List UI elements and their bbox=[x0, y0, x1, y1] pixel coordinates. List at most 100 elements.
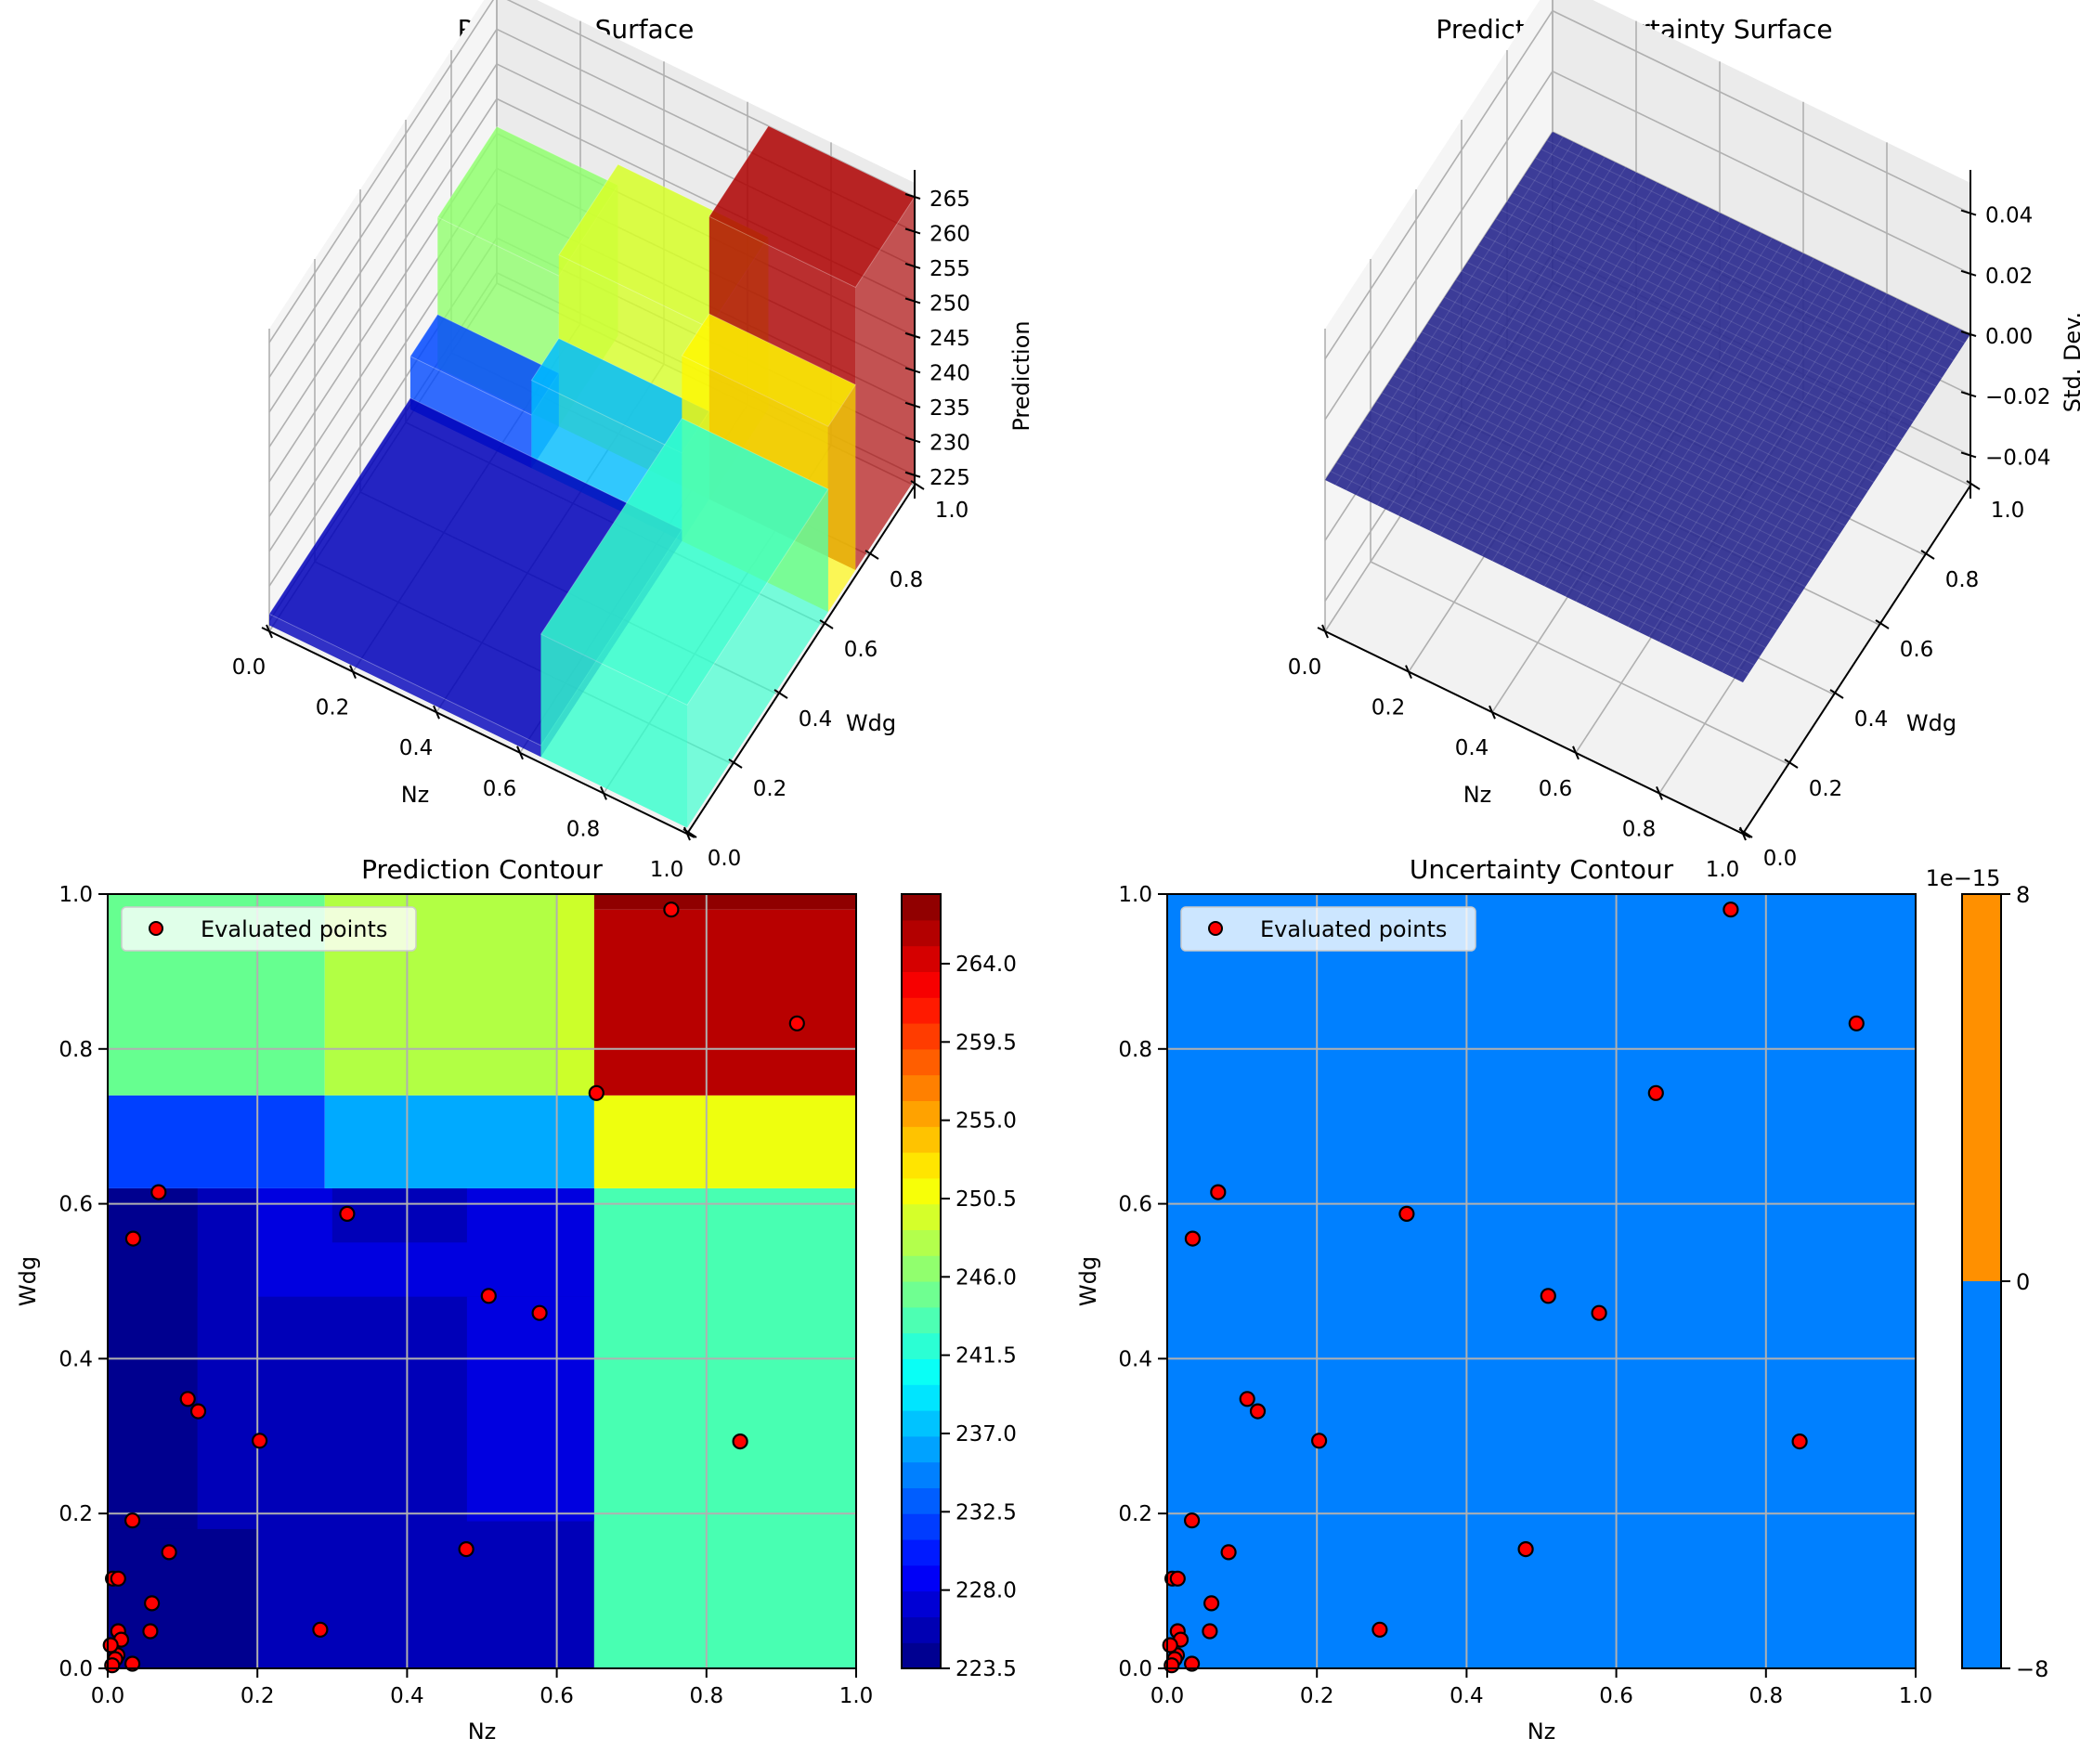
z-tick-label: 235 bbox=[930, 396, 970, 421]
evaluated-point[interactable] bbox=[110, 1570, 126, 1587]
evaluated-point[interactable] bbox=[1202, 1623, 1218, 1640]
prediction-colorbar: 223.5 228.0 232.5 237.0 241.5 246.0 250.5 255.0… bbox=[901, 893, 1017, 1681]
uncertainty-surface-zlabel: Std. Dev. bbox=[2060, 312, 2080, 412]
evaluated-point[interactable] bbox=[480, 1288, 497, 1304]
evaluated-point[interactable] bbox=[588, 1084, 604, 1101]
legend-box bbox=[1180, 906, 1476, 952]
mesh-line bbox=[1513, 222, 1741, 572]
wdg-axis-line bbox=[1742, 485, 1971, 835]
y-tick-label: 0.0 bbox=[58, 1657, 93, 1681]
y-tick-label: 0.6 bbox=[58, 1193, 93, 1217]
mesh-line bbox=[1415, 340, 1835, 544]
evaluated-point[interactable] bbox=[663, 901, 680, 918]
evaluated-point[interactable] bbox=[1848, 1015, 1865, 1031]
z-tick bbox=[904, 401, 921, 409]
evaluated-point[interactable] bbox=[124, 1512, 141, 1529]
evaluated-point[interactable] bbox=[1722, 901, 1739, 918]
nz-axis-line bbox=[261, 627, 696, 838]
evaluated-point[interactable] bbox=[102, 1637, 119, 1654]
evaluated-point[interactable] bbox=[458, 1540, 474, 1558]
prediction-contour-ylabel: Wdg bbox=[15, 1256, 41, 1306]
evaluated-point[interactable] bbox=[1220, 1544, 1237, 1561]
prediction-surface-nz-ticks: 0.0 0.2 0.4 0.6 0.8 1.0 bbox=[232, 624, 691, 882]
mesh-line bbox=[1421, 331, 1840, 536]
evaluated-point[interactable] bbox=[1372, 1621, 1388, 1638]
evaluated-point[interactable] bbox=[1791, 1433, 1808, 1450]
nz-tick-label: 0.0 bbox=[232, 655, 266, 680]
evaluated-point[interactable] bbox=[1540, 1288, 1556, 1304]
grid-line bbox=[268, 97, 498, 447]
mesh-line bbox=[1478, 244, 1897, 448]
uncertainty-surface-plane bbox=[1325, 132, 1970, 682]
z-tick-label: 240 bbox=[930, 361, 970, 385]
evaluated-point[interactable] bbox=[142, 1623, 159, 1640]
evaluated-point[interactable] bbox=[1183, 1655, 1201, 1672]
evaluated-point[interactable] bbox=[144, 1595, 161, 1612]
wdg-tick bbox=[819, 619, 834, 629]
mesh-line bbox=[1700, 313, 1930, 663]
mesh-line bbox=[1330, 471, 1749, 675]
evaluated-point[interactable] bbox=[531, 1304, 548, 1321]
evaluated-point[interactable] bbox=[1210, 1184, 1227, 1200]
mesh-line bbox=[1491, 212, 1721, 562]
nz-tick-label: 1.0 bbox=[650, 858, 684, 882]
contour-region bbox=[108, 1528, 258, 1668]
evaluated-point[interactable] bbox=[1202, 1595, 1220, 1612]
evaluated-point[interactable] bbox=[1162, 1637, 1178, 1654]
mesh-line bbox=[1334, 136, 1564, 486]
evaluated-point[interactable] bbox=[124, 1655, 141, 1672]
evaluated-point[interactable] bbox=[124, 1230, 141, 1247]
surface-front-face bbox=[410, 356, 532, 469]
uncertainty-contour-y-ticks: 0.0 0.2 0.4 0.6 0.8 1.0 bbox=[1118, 883, 1167, 1681]
mesh-line bbox=[1512, 192, 1931, 396]
nz-tick bbox=[1405, 665, 1412, 679]
evaluated-point[interactable] bbox=[161, 1544, 177, 1561]
mesh-line bbox=[1347, 445, 1766, 648]
wdg-tick-label: 0.8 bbox=[1945, 568, 1980, 592]
colorbar-band bbox=[902, 1177, 941, 1205]
mesh-line bbox=[1627, 278, 1856, 628]
evaluated-point[interactable] bbox=[252, 1433, 268, 1449]
evaluated-point[interactable] bbox=[179, 1391, 196, 1407]
evaluated-point[interactable] bbox=[1249, 1403, 1267, 1420]
evaluated-point[interactable] bbox=[788, 1015, 805, 1031]
z-tick bbox=[904, 367, 921, 374]
prediction-surface-ylabel: Wdg bbox=[846, 710, 896, 736]
evaluated-point[interactable] bbox=[1184, 1230, 1202, 1247]
mesh-line bbox=[1356, 147, 1585, 496]
mesh-line bbox=[1495, 218, 1914, 422]
evaluated-point[interactable] bbox=[1398, 1205, 1415, 1223]
mesh-line bbox=[1364, 418, 1784, 622]
evaluated-point[interactable] bbox=[1647, 1084, 1664, 1101]
evaluated-point[interactable] bbox=[1310, 1433, 1328, 1449]
evaluated-point[interactable] bbox=[189, 1403, 207, 1420]
evaluated-point[interactable] bbox=[1591, 1304, 1607, 1321]
mesh-line bbox=[1617, 273, 1846, 622]
evaluated-point[interactable] bbox=[1183, 1512, 1201, 1529]
colorbar-band bbox=[902, 945, 941, 972]
contour-region bbox=[324, 1095, 594, 1188]
wdg-tick-label: 0.4 bbox=[799, 707, 833, 732]
colorbar-band bbox=[902, 1126, 941, 1153]
surface-side-face bbox=[827, 384, 856, 612]
x-tick-label: 0.6 bbox=[540, 1684, 574, 1708]
surface-top-face bbox=[681, 313, 857, 428]
prediction-contour-y-ticks: 0.0 0.2 0.4 0.6 0.8 1.0 bbox=[58, 883, 108, 1681]
evaluated-point[interactable] bbox=[1517, 1540, 1534, 1558]
evaluated-point[interactable] bbox=[732, 1433, 748, 1450]
evaluated-point[interactable] bbox=[1239, 1391, 1255, 1407]
y-tick-label: 0.2 bbox=[58, 1502, 93, 1526]
evaluated-point[interactable] bbox=[1169, 1570, 1186, 1587]
wdg-tick bbox=[864, 550, 879, 560]
mesh-line bbox=[1418, 176, 1647, 526]
evaluated-point[interactable] bbox=[312, 1621, 329, 1638]
wdg-tick bbox=[774, 689, 788, 699]
wdg-tick bbox=[1920, 550, 1935, 560]
evaluated-point[interactable] bbox=[150, 1184, 167, 1200]
colorbar-tick-label: 255.0 bbox=[956, 1109, 1017, 1134]
evaluated-point[interactable] bbox=[339, 1205, 356, 1223]
mesh-line bbox=[1408, 172, 1637, 521]
wdg-tick bbox=[910, 480, 925, 490]
z-tick-label: −0.02 bbox=[1985, 385, 2050, 409]
mesh-line bbox=[1565, 248, 1794, 597]
